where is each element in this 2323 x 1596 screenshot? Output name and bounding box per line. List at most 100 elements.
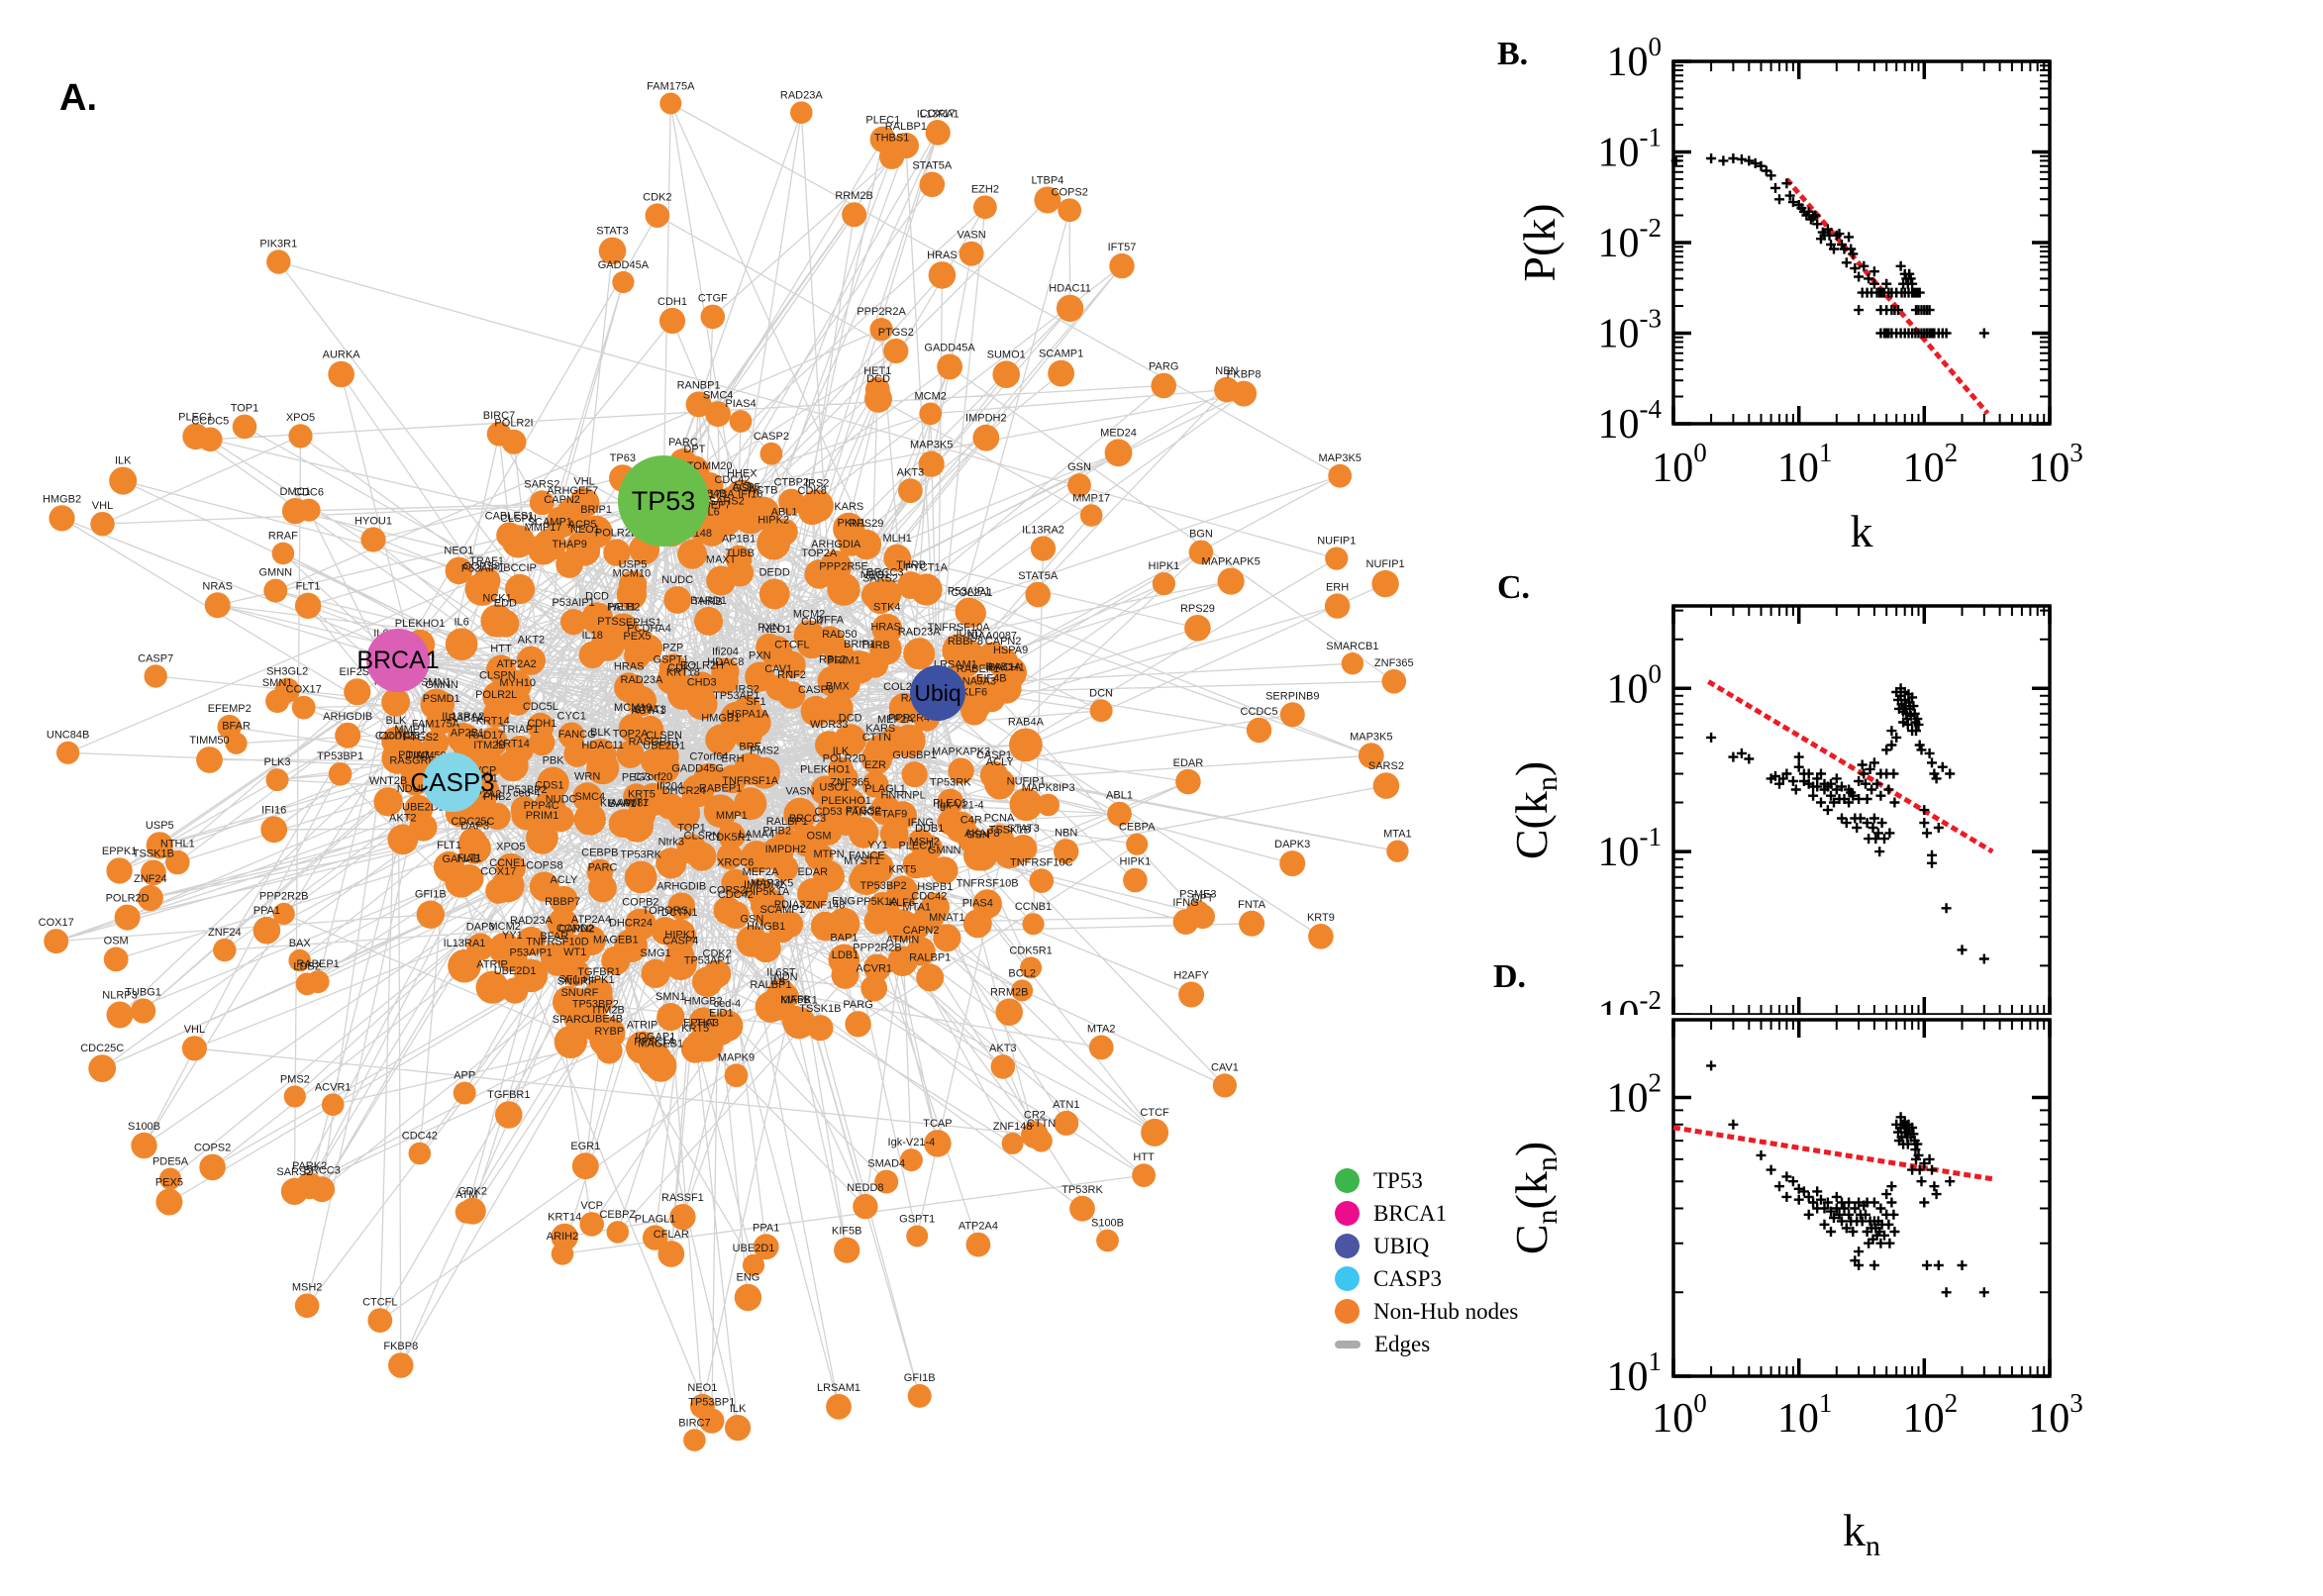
gene-label: SARS2: [862, 573, 898, 585]
gene-label: SARS2: [276, 1166, 312, 1178]
gene-label: HSPA9: [993, 645, 1028, 656]
gene-label: SMAD4: [867, 1158, 905, 1170]
gene-label: PSMD1: [423, 693, 460, 705]
gene-node: [472, 566, 501, 595]
gene-label: STAT3: [634, 704, 666, 716]
gene-label: GADD45A: [924, 343, 975, 354]
gene-node: [725, 479, 759, 514]
gene-node: [742, 1253, 765, 1276]
non-hub-nodes: [44, 92, 1409, 1451]
gene-label: FKBP8: [383, 1341, 418, 1352]
gene-node: [677, 539, 708, 569]
gene-label: DCTN1: [661, 907, 698, 919]
gene-label: ATMIN: [886, 935, 919, 947]
gene-label: NUFIP1: [1317, 535, 1356, 547]
gene-node: [504, 573, 536, 605]
gene-node: [598, 237, 627, 265]
gene-node: [199, 1153, 226, 1181]
gene-label: HSPB1: [917, 881, 953, 893]
gene-label: PTGS2: [878, 327, 914, 339]
gene-label: TP53AP1: [684, 954, 731, 966]
gene-label: MCM2: [793, 608, 825, 620]
gene-label: IMPDH2: [765, 844, 807, 855]
gene-node: [782, 1006, 816, 1040]
gene-node: [849, 818, 879, 848]
gene-label: ATP2A4: [571, 914, 611, 926]
gene-label: DAPK3: [1274, 839, 1310, 850]
node-swatch-icon: [1335, 1234, 1360, 1258]
gene-node: [783, 797, 817, 832]
gene-node: [1358, 743, 1384, 769]
gene-label: ACLY: [986, 756, 1015, 768]
gene-label: BRE: [739, 741, 761, 752]
gene-label: CDK5R1: [708, 832, 751, 844]
gene-label: BLK: [590, 727, 611, 739]
gene-label: COPS8: [463, 561, 500, 573]
gene-label: BAP1: [608, 798, 636, 810]
gene-label: FNTA: [1238, 899, 1266, 911]
gene-node: [645, 1049, 677, 1082]
gene-node: [579, 515, 613, 549]
gene-label: TRIAP1: [501, 724, 540, 736]
gene-node: [44, 929, 69, 954]
gene-label: TP53BP2: [860, 880, 907, 892]
gene-node: [863, 908, 890, 935]
gene-label: ATP2A4: [959, 1221, 998, 1233]
gene-node: [367, 1308, 393, 1333]
gene-label: ITM2B: [592, 1005, 624, 1017]
gene-label: VASN: [785, 786, 814, 798]
gene-label: FAM175A: [647, 80, 695, 92]
gene-label: UBE4B: [587, 1013, 623, 1025]
gene-label: TNFRSF10C: [1010, 856, 1073, 868]
gene-node: [612, 270, 635, 294]
gene-node: [265, 768, 289, 792]
node-swatch-icon: [1335, 1299, 1360, 1324]
gene-label: RAD23A: [898, 626, 941, 638]
gene-node: [467, 800, 495, 828]
gene-node: [335, 722, 361, 748]
gene-label: NTHL1: [160, 839, 195, 850]
gene-label: BRIP1: [580, 504, 612, 516]
gene-label: COX17: [480, 866, 516, 878]
gene-label: IL13RA1: [444, 938, 486, 949]
gene-label: ATP2A2: [497, 658, 537, 670]
gene-label: BMX: [826, 681, 851, 693]
gene-node: [641, 958, 670, 989]
gene-label: MEF2A: [877, 714, 914, 726]
gene-label: WDR33: [810, 719, 849, 731]
gene-label: NEO1: [860, 569, 890, 581]
gene-label: GSN: [1067, 461, 1091, 473]
gene-node: [1325, 547, 1349, 570]
gene-node: [482, 681, 513, 712]
gene-label: RRM2B: [990, 987, 1029, 999]
gene-label: BRCC3: [789, 813, 826, 825]
minor-ticks: [1673, 1020, 2050, 1376]
gene-label: NEO1: [570, 524, 600, 536]
gene-node: [106, 857, 133, 884]
gene-label: TUBB: [726, 548, 755, 559]
gene-node: [1324, 593, 1351, 619]
gene-node: [667, 892, 695, 921]
gene-node: [568, 487, 600, 519]
gene-label: CAV1: [764, 663, 792, 675]
major-ticks: [1671, 606, 2052, 1015]
gene-node: [874, 1169, 899, 1194]
gene-node: [328, 360, 354, 388]
gene-node: [529, 490, 555, 516]
node-swatch-icon: [1335, 1266, 1360, 1291]
gene-label: COPB2: [622, 897, 658, 909]
gene-node: [834, 724, 866, 756]
gene-node: [756, 633, 782, 660]
gene-label: MTPN: [814, 848, 845, 860]
gene-label: DAP3: [460, 820, 489, 832]
gene-node: [616, 740, 645, 768]
panel-label-c: C.: [1497, 569, 1531, 606]
gene-node: [1239, 910, 1265, 937]
gene-label: ERH: [1326, 581, 1349, 593]
gene-node: [886, 875, 919, 908]
gene-label: SMC4: [575, 791, 606, 803]
gene-label: ARHGDIA: [811, 539, 861, 550]
gene-node: [584, 739, 617, 771]
gene-label: EZR: [864, 759, 886, 771]
gene-node: [734, 1283, 762, 1312]
